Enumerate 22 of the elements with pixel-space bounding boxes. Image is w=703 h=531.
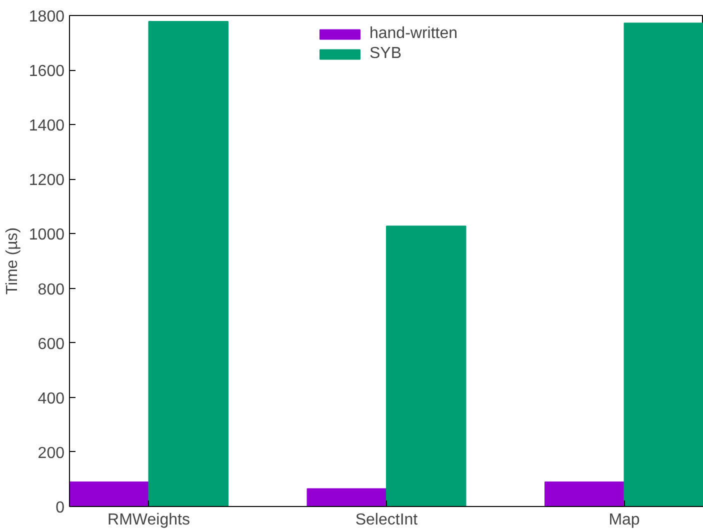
y-tick-label: 1200 xyxy=(28,172,65,190)
y-tick-label: 200 xyxy=(38,444,65,462)
y-tick-label: 1000 xyxy=(28,226,65,244)
bar xyxy=(70,481,150,506)
bar xyxy=(386,226,466,506)
bar xyxy=(544,481,625,506)
x-tick-label: Map xyxy=(608,512,640,528)
y-tick-label: 1800 xyxy=(28,8,65,26)
x-tick-label: SelectInt xyxy=(355,512,418,528)
x-tick-label: RMWeights xyxy=(108,512,190,528)
y-tick-label: 800 xyxy=(38,281,65,298)
legend-label: hand-written xyxy=(369,25,458,43)
bar xyxy=(306,488,387,506)
y-tick-label: 0 xyxy=(56,500,65,516)
bar xyxy=(624,22,703,506)
y-tick-label: 400 xyxy=(38,390,65,408)
y-axis-title: Time (µs) xyxy=(4,227,21,295)
legend-label: SYB xyxy=(369,45,402,63)
y-tick-label: 1400 xyxy=(28,118,65,135)
bar xyxy=(148,21,228,506)
y-tick-label: 1600 xyxy=(28,63,65,80)
y-tick-label: 600 xyxy=(38,336,65,353)
